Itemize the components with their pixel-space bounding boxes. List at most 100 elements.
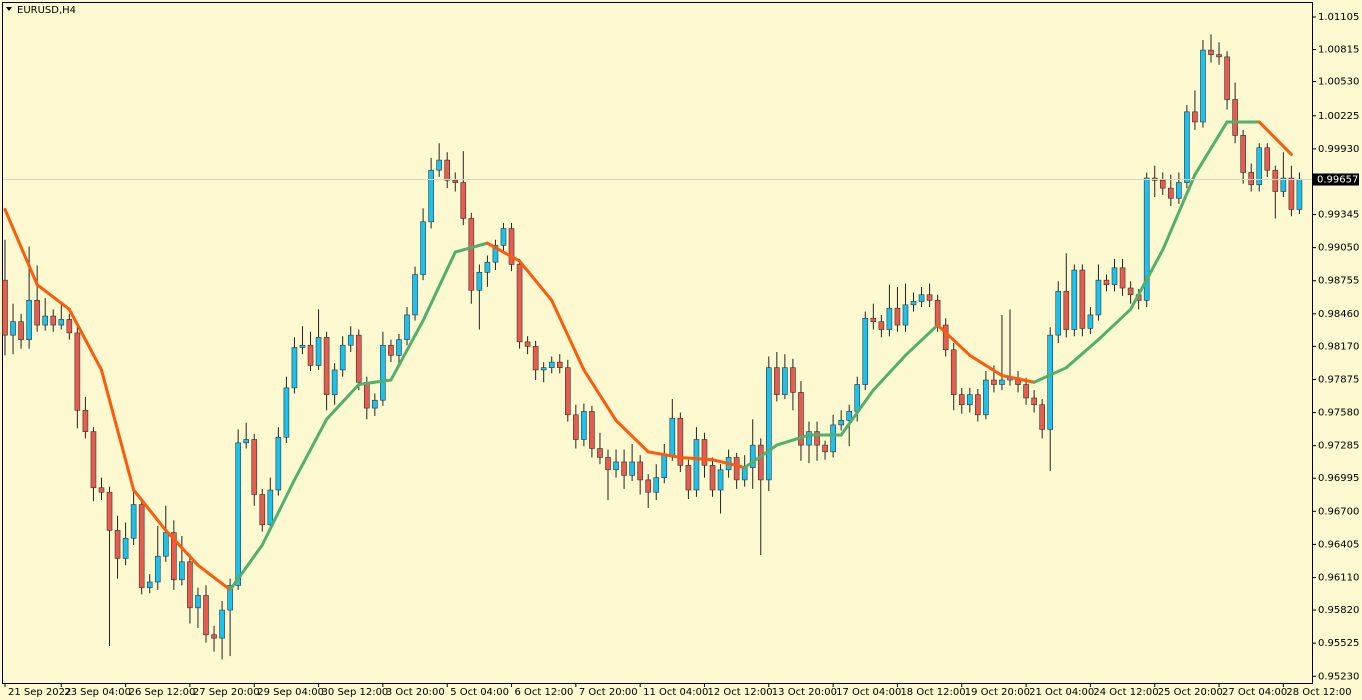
x-tick-label: 12 Oct 12:00	[707, 687, 772, 698]
candle-body	[645, 479, 652, 493]
candle-body	[1280, 177, 1287, 192]
candle-body	[251, 439, 258, 495]
candle-body	[1095, 279, 1102, 316]
candle-body	[436, 159, 442, 171]
candle-body	[1079, 269, 1086, 329]
candle-body	[1168, 187, 1174, 199]
y-tick-label: 0.98460	[1318, 309, 1359, 320]
x-tick-label: 26 Sep 12:00	[129, 687, 196, 698]
x-tick-label: 17 Oct 04:00	[836, 687, 901, 698]
candle-body	[685, 465, 692, 491]
x-tick-label: 6 Oct 12:00	[515, 687, 574, 698]
candle-body	[1240, 135, 1246, 173]
y-tick-label: 0.97285	[1318, 441, 1359, 452]
candle-body	[98, 487, 105, 493]
candle-body	[34, 300, 40, 326]
candle-body	[926, 294, 933, 301]
last-price-label: 0.99657	[1317, 175, 1358, 186]
candle-body	[1248, 172, 1254, 186]
y-tick-label: 1.00225	[1318, 111, 1359, 122]
ma-segment	[389, 319, 425, 382]
candle-body	[573, 414, 579, 440]
candle-body	[452, 179, 459, 183]
x-tick-label: 19 Oct 20:00	[965, 687, 1030, 698]
ma-segment	[646, 450, 682, 459]
candle-body	[299, 344, 306, 348]
candle-body	[372, 399, 378, 409]
candle-body	[476, 272, 483, 291]
y-tick-label: 0.99345	[1318, 210, 1359, 221]
y-tick-label: 0.98170	[1318, 341, 1359, 352]
candle-body	[669, 417, 676, 456]
y-tick-label: 0.98755	[1318, 276, 1359, 287]
candle-body	[524, 341, 531, 347]
candle-body	[500, 228, 507, 246]
ma-segment	[1193, 120, 1229, 177]
candle-body	[532, 346, 539, 371]
candle-body	[227, 585, 233, 611]
candle-body	[146, 581, 153, 588]
ma-segment	[903, 323, 940, 357]
candle-body	[581, 411, 587, 440]
x-tick-label: 24 Oct 12:00	[1093, 687, 1158, 698]
candle-body	[18, 321, 24, 340]
candle-body	[1272, 169, 1279, 192]
x-tick-label: 11 Oct 04:00	[643, 687, 708, 698]
candle-body	[275, 436, 282, 491]
candle-body	[749, 444, 756, 468]
candle-body	[1200, 49, 1206, 123]
candle-body	[677, 417, 684, 466]
title-arrow[interactable]	[6, 7, 12, 11]
candle-body	[219, 609, 225, 639]
y-tick-label: 0.96700	[1318, 506, 1359, 517]
candle-body	[1031, 397, 1037, 406]
x-tick-label: 21 Sep 2022	[8, 687, 71, 698]
candle-body	[870, 318, 877, 322]
candle-body	[1159, 179, 1166, 189]
x-tick-label: 21 Oct 04:00	[1029, 687, 1094, 698]
candle-body	[701, 439, 708, 466]
candle-body	[975, 394, 981, 416]
candle-body	[999, 379, 1005, 385]
ma-segment	[325, 383, 361, 421]
candle-body	[1192, 111, 1198, 123]
ma-segment	[1096, 307, 1133, 342]
candle-body	[10, 321, 16, 336]
candle-body	[621, 461, 627, 476]
x-tick-label: 25 Oct 20:00	[1158, 687, 1223, 698]
candle-body	[757, 444, 764, 481]
candle-body	[90, 431, 97, 489]
candle-body	[878, 321, 885, 330]
ma-segment	[550, 298, 586, 372]
candle-body	[798, 392, 804, 446]
last-price-box	[1313, 173, 1359, 186]
candle-body	[195, 595, 201, 609]
ma-segment	[164, 528, 200, 567]
candle-body	[1039, 404, 1045, 430]
candle-body	[806, 431, 812, 446]
candle-body	[42, 315, 49, 326]
candle-body	[508, 228, 515, 265]
candle-body	[163, 532, 169, 557]
candle-body	[613, 461, 619, 471]
x-tick-label: 27 Oct 04:00	[1222, 687, 1287, 698]
candle-body	[82, 410, 89, 432]
candle-body	[1176, 182, 1182, 199]
x-tick-label: 27 Sep 20:00	[193, 687, 260, 698]
y-tick-label: 0.96995	[1318, 473, 1359, 484]
candle-body	[1111, 267, 1118, 285]
y-tick-label: 0.96405	[1318, 539, 1359, 550]
candle-body	[363, 381, 370, 409]
candle-body	[790, 367, 796, 393]
chart-title: EURUSD,H4	[17, 5, 76, 16]
ma-segment	[3, 207, 39, 287]
candle-body	[741, 467, 748, 481]
candle-body	[428, 169, 434, 223]
candle-body	[910, 301, 917, 306]
y-tick-label: 0.95820	[1318, 605, 1359, 616]
y-tick-label: 1.00815	[1318, 45, 1359, 56]
candle-body	[492, 245, 499, 263]
ma-segment	[196, 563, 232, 592]
candle-body	[1087, 314, 1094, 329]
ma-segment	[260, 478, 296, 547]
